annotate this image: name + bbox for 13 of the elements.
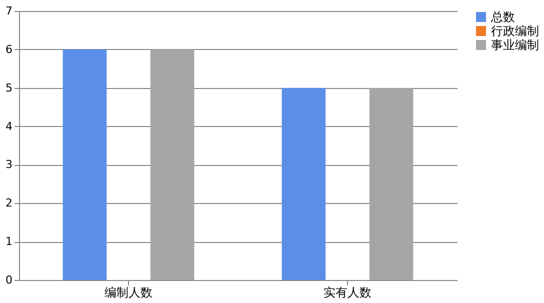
legend-label: 事业编制 <box>491 38 539 52</box>
legend-label: 总数 <box>490 10 515 24</box>
x-tick-label: 实有人数 <box>324 286 372 300</box>
x-tick-label: 编制人数 <box>104 286 152 300</box>
y-tick-label: 0 <box>6 274 12 286</box>
y-tick-label: 4 <box>6 120 12 133</box>
y-tick-label: 1 <box>6 235 12 248</box>
y-tick-label: 6 <box>6 42 12 56</box>
y-tick-label: 7 <box>6 4 12 18</box>
y-tick-label: 5 <box>6 81 12 94</box>
legend-label: 行政编制 <box>491 24 539 38</box>
y-tick-label: 3 <box>6 158 12 172</box>
y-tick-label: 2 <box>6 196 12 210</box>
